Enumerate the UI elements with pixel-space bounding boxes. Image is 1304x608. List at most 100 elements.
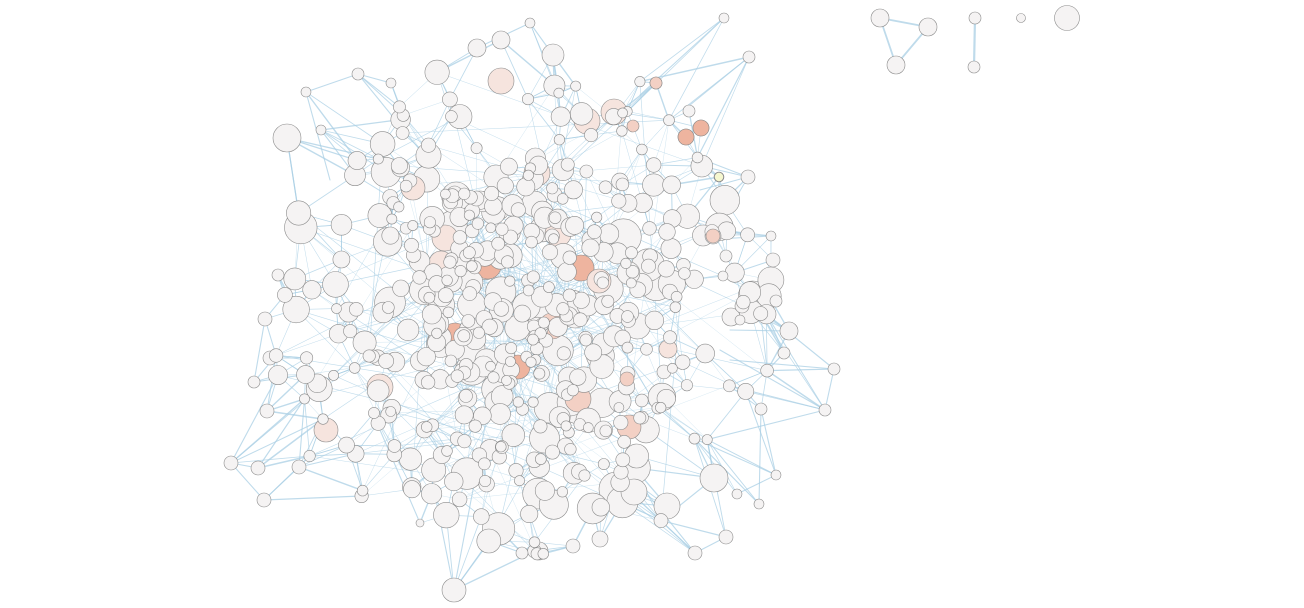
graph-edge	[394, 438, 458, 447]
graph-node	[669, 301, 682, 313]
graph-node	[564, 180, 583, 200]
graph-node	[484, 186, 500, 202]
graph-node	[485, 222, 497, 234]
graph-node	[443, 255, 457, 269]
graph-edge	[305, 73, 359, 93]
graph-node	[501, 375, 512, 386]
graph-node	[718, 529, 734, 545]
graph-node	[548, 211, 562, 224]
pair-node	[968, 11, 982, 25]
graph-node	[332, 250, 351, 269]
graph-edge	[362, 454, 395, 491]
graph-node	[433, 501, 460, 529]
graph-node	[415, 518, 425, 528]
graph-node	[473, 508, 490, 525]
graph-node	[641, 258, 656, 274]
graph-node	[495, 441, 507, 453]
graph-node	[381, 301, 395, 314]
graph-node	[691, 151, 704, 164]
graph-edge	[357, 73, 421, 151]
graph-edge	[758, 408, 762, 505]
graph-node	[500, 157, 518, 176]
graph-node	[597, 458, 610, 470]
graph-node	[378, 353, 394, 369]
graph-node	[688, 432, 701, 445]
graph-edge	[320, 129, 379, 160]
graph-edge	[230, 462, 265, 501]
graph-node	[562, 288, 577, 302]
graph-node	[403, 480, 421, 499]
graph-node	[491, 236, 506, 251]
graph-node	[617, 107, 628, 119]
graph-edge	[320, 118, 402, 131]
graph-node	[653, 513, 669, 528]
hub-node	[487, 67, 515, 95]
graph-node	[349, 302, 364, 317]
graph-edge	[736, 474, 777, 495]
graph-node	[223, 455, 239, 471]
graph-edge	[693, 438, 760, 505]
graph-edge	[657, 407, 695, 440]
graph-node	[818, 403, 832, 417]
graph-node	[441, 274, 453, 286]
graph-edge	[453, 516, 482, 591]
graph-edge	[660, 519, 727, 538]
graph-edge	[500, 39, 556, 87]
graph-edge	[453, 399, 491, 591]
graph-node	[621, 341, 634, 354]
graph-node	[546, 182, 559, 195]
graph-node	[718, 12, 730, 24]
graph-node	[503, 229, 519, 245]
graph-edge	[257, 418, 324, 469]
graph-edge	[500, 39, 529, 100]
graph-node	[591, 211, 603, 223]
graph-edge	[298, 453, 357, 468]
graph-edge	[639, 17, 725, 83]
graph-node	[347, 151, 367, 170]
graph-node	[584, 128, 599, 143]
graph-node	[441, 445, 453, 457]
graph-node	[646, 157, 662, 173]
graph-node	[421, 304, 442, 325]
graph-node	[760, 363, 774, 378]
graph-node	[385, 406, 397, 417]
graph-edge	[696, 56, 750, 159]
graph-node	[412, 270, 427, 285]
graph-node	[633, 411, 647, 425]
graph-edge	[257, 455, 311, 469]
graph-edge	[660, 407, 708, 440]
graph-node	[657, 260, 675, 278]
graph-node	[454, 265, 467, 278]
graph-node	[467, 38, 487, 58]
graph-node	[303, 449, 316, 462]
graph-node	[770, 469, 782, 481]
graph-node	[598, 180, 613, 194]
graph-node	[444, 354, 458, 368]
graph-node	[615, 452, 631, 468]
graph-node	[504, 275, 516, 287]
graph-node	[553, 87, 565, 99]
graph-node	[505, 342, 518, 355]
graph-node	[663, 330, 677, 345]
isolated-node	[1054, 5, 1080, 31]
graph-node	[351, 67, 365, 81]
graph-node	[458, 388, 473, 403]
graph-node	[579, 333, 593, 347]
graph-node	[493, 301, 509, 317]
graph-node	[315, 124, 327, 136]
graph-node	[827, 362, 841, 376]
graph-node	[398, 447, 422, 471]
graph-node	[556, 193, 569, 205]
graph-node	[524, 17, 536, 29]
graph-edge	[729, 359, 835, 370]
graph-node	[495, 222, 509, 236]
graph-node	[331, 303, 342, 314]
graph-node	[534, 480, 555, 501]
graph-node	[765, 252, 781, 268]
graph-node	[491, 30, 511, 50]
graph-node	[462, 246, 476, 260]
graph-node	[259, 403, 275, 419]
pair-node	[967, 60, 981, 74]
graph-node	[257, 311, 273, 327]
graph-node	[644, 310, 665, 331]
